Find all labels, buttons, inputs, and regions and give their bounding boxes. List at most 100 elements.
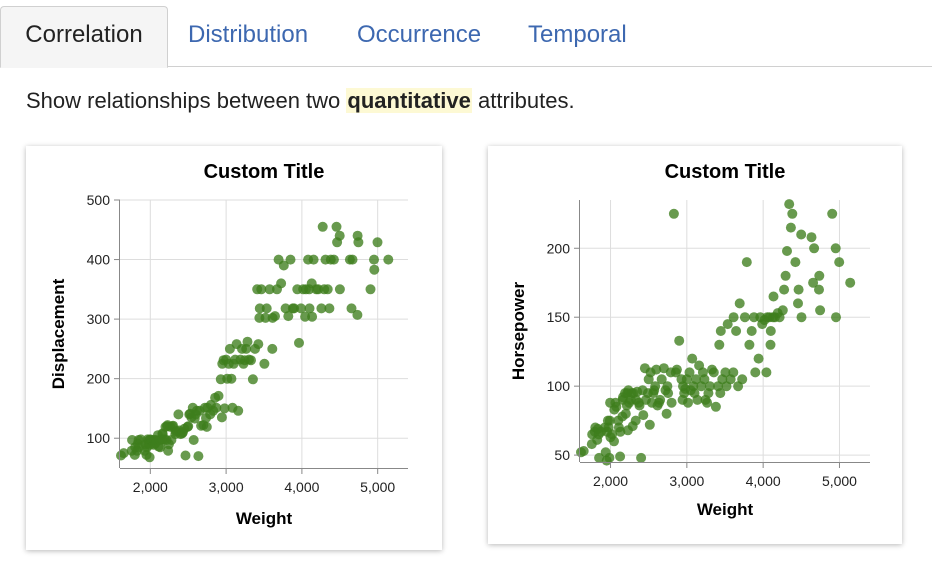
- data-point: [331, 221, 342, 232]
- data-point: [728, 367, 739, 378]
- y-tick-label: 50: [554, 447, 570, 463]
- data-point: [369, 264, 380, 275]
- data-point: [737, 374, 748, 385]
- data-point: [615, 426, 626, 437]
- x-tick-label: 2,000: [133, 479, 168, 495]
- data-point: [283, 311, 294, 322]
- x-tick-label: 3,000: [209, 479, 244, 495]
- data-point: [317, 221, 328, 232]
- data-point: [777, 305, 788, 316]
- y-axis-label: Displacement: [49, 278, 68, 389]
- data-point: [683, 397, 693, 408]
- data-point: [259, 358, 270, 369]
- data-point: [782, 246, 792, 256]
- y-tick-label: 150: [547, 309, 571, 325]
- tab-distribution[interactable]: Distribution: [188, 21, 309, 48]
- data-point: [684, 367, 695, 378]
- data-point: [796, 229, 807, 240]
- data-point: [779, 284, 790, 295]
- data-point: [806, 232, 817, 243]
- data-point: [699, 374, 710, 385]
- data-point: [702, 397, 713, 408]
- x-tick-label: 5,000: [360, 479, 395, 495]
- data-point: [609, 436, 619, 447]
- y-axis-label: Horsepower: [509, 281, 528, 380]
- data-point: [604, 452, 615, 463]
- data-point: [692, 394, 703, 405]
- data-point: [793, 284, 804, 295]
- data-point: [787, 208, 798, 219]
- data-point: [615, 451, 626, 462]
- data-point: [655, 394, 666, 405]
- x-axis-label: Weight: [697, 500, 754, 519]
- data-point: [720, 367, 731, 378]
- data-point: [796, 312, 807, 323]
- data-point: [768, 291, 779, 302]
- y-tick-label: 400: [87, 252, 111, 268]
- data-point: [728, 312, 739, 323]
- data-point: [578, 446, 589, 456]
- data-point: [289, 303, 300, 314]
- data-point: [785, 222, 796, 233]
- data-point: [651, 364, 662, 375]
- y-tick-label: 200: [547, 240, 571, 256]
- x-tick-label: 4,000: [746, 473, 781, 489]
- data-point: [739, 312, 750, 323]
- data-point: [183, 421, 194, 432]
- data-point: [173, 409, 184, 420]
- data-point: [180, 450, 191, 461]
- y-tick-label: 300: [87, 311, 111, 327]
- scatter-chart-horsepower: Custom Title 2,000 3,000 4,000 5,000 50 100 150…: [509, 161, 870, 519]
- tab-occurrence[interactable]: Occurrence: [357, 21, 482, 48]
- data-point: [790, 257, 801, 268]
- data-point: [256, 284, 267, 295]
- data-point: [334, 284, 345, 295]
- x-tick-label: 5,000: [822, 473, 857, 489]
- y-tick-label: 100: [87, 430, 111, 446]
- data-point: [780, 270, 791, 281]
- data-point: [708, 367, 719, 378]
- data-point: [242, 336, 253, 347]
- data-point: [226, 373, 237, 384]
- data-point: [620, 408, 631, 419]
- data-point: [638, 410, 649, 421]
- data-point: [636, 452, 647, 463]
- data-point: [834, 257, 845, 268]
- data-point: [604, 415, 615, 426]
- data-point: [710, 401, 721, 412]
- data-point: [365, 284, 376, 295]
- data-point: [644, 419, 655, 430]
- data-point: [322, 284, 333, 295]
- data-point: [746, 326, 757, 336]
- data-point: [372, 237, 383, 248]
- tab-temporal[interactable]: Temporal: [528, 21, 627, 48]
- data-point: [253, 339, 264, 350]
- data-point: [307, 311, 318, 322]
- data-point: [731, 326, 742, 336]
- data-point: [765, 339, 776, 350]
- data-point: [334, 230, 345, 241]
- data-point: [630, 415, 641, 426]
- data-point: [765, 326, 776, 336]
- description-text: Show relationships between two: [26, 88, 347, 113]
- chart-card-displacement: Custom Title 2,000 3,000 4,000 5,000 100 200 30…: [26, 146, 442, 550]
- data-point: [761, 367, 772, 378]
- data-point: [722, 319, 733, 330]
- tab-correlation[interactable]: Correlation: [0, 6, 168, 68]
- data-point: [219, 403, 230, 414]
- data-point: [661, 408, 672, 419]
- data-point: [316, 303, 327, 314]
- data-point: [193, 451, 204, 462]
- data-point: [260, 312, 271, 323]
- data-point: [671, 364, 682, 375]
- data-point: [714, 339, 725, 350]
- data-point: [809, 243, 820, 254]
- data-point: [353, 237, 364, 248]
- data-point: [294, 337, 304, 348]
- data-point: [741, 257, 752, 268]
- data-point: [793, 298, 803, 309]
- data-point: [383, 254, 394, 265]
- data-point: [750, 367, 761, 378]
- description-text-end: attributes.: [471, 88, 575, 113]
- chart-title: Custom Title: [665, 161, 786, 183]
